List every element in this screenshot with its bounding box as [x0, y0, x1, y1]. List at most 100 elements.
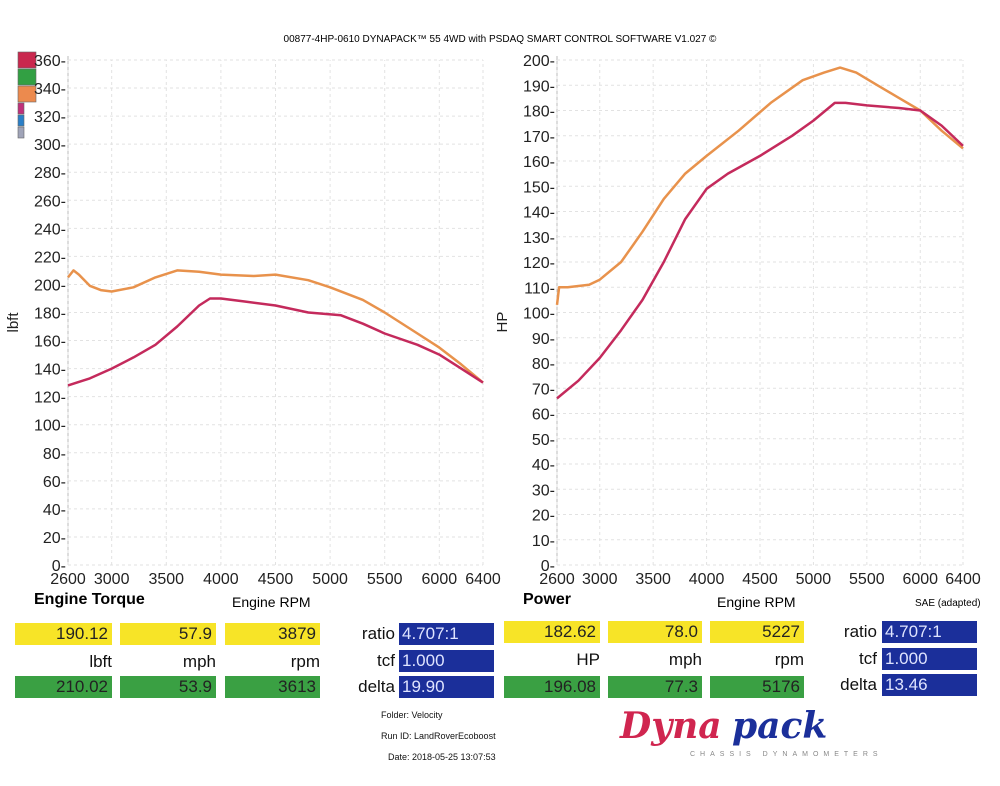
run-id-info: Run ID: LandRoverEcoboost: [381, 731, 496, 741]
folder-info: Folder: Velocity: [381, 710, 443, 720]
torque-tcf: 1.000: [399, 650, 494, 672]
y-tick-label: 140-: [34, 362, 66, 379]
power-delta-label: delta: [840, 675, 877, 694]
power-run2-rpm: 5176: [710, 676, 804, 698]
x-tick-label: 3000: [94, 571, 130, 588]
torque-run2-value: 210.02: [15, 676, 112, 698]
y-tick-label: 320-: [34, 109, 66, 126]
torque-delta-label: delta: [358, 677, 395, 696]
y-tick-label: 110-: [524, 280, 555, 297]
x-tick-label: 6000: [902, 571, 938, 588]
legend-swatch: [17, 114, 25, 127]
x-tick-label: 4000: [689, 571, 725, 588]
y-tick-label: 10-: [532, 533, 555, 550]
sae-note: SAE (adapted): [915, 598, 981, 609]
x-tick-label: 6400: [945, 571, 981, 588]
y-tick-label: 40-: [43, 502, 66, 519]
y-tick-label: 160-: [523, 154, 555, 171]
y-tick-label: 0-: [541, 558, 555, 575]
x-tick-label: 5500: [367, 571, 403, 588]
torque-unit: lbft: [89, 652, 112, 671]
y-tick-label: 60-: [532, 407, 555, 424]
y-tick-label: 260-: [34, 193, 66, 210]
power-ratio-label: ratio: [843, 622, 877, 641]
y-tick-label: 240-: [34, 221, 66, 238]
y-tick-label: 200-: [34, 277, 66, 294]
y-tick-label: 130-: [523, 230, 555, 247]
torque-ratio: 4.707:1: [399, 623, 494, 645]
x-tick-label: 6000: [422, 571, 458, 588]
y-tick-label: 180-: [34, 306, 66, 323]
y-tick-label: 190-: [523, 78, 555, 95]
power-rpm-label: Engine RPM: [717, 594, 796, 610]
y-tick-label: 150-: [523, 179, 555, 196]
y-tick-label: 300-: [34, 137, 66, 154]
y-tick-label: 200-: [523, 53, 555, 70]
y-tick-label: 360-: [34, 53, 66, 70]
x-tick-label: 2600: [539, 571, 575, 588]
power-rpm-unit: rpm: [774, 650, 804, 669]
power-mph-unit: mph: [668, 650, 702, 669]
power-run2-mph: 77.3: [608, 676, 702, 698]
x-tick-label: 2600: [50, 571, 86, 588]
date-info: Date: 2018-05-25 13:07:53: [388, 752, 496, 762]
y-tick-label: 30-: [532, 482, 555, 499]
y-tick-label: 170-: [523, 129, 555, 146]
y-tick-label: 340-: [34, 81, 66, 98]
power-title: Power: [523, 591, 572, 608]
x-tick-label: 5000: [796, 571, 832, 588]
x-tick-label: 3000: [582, 571, 618, 588]
torque-mph-unit: mph: [182, 652, 216, 671]
power-unit: HP: [576, 650, 600, 669]
y-tick-label: 100-: [34, 418, 66, 435]
power-run1-value: 182.62: [504, 621, 600, 643]
y-tick-label: 0-: [52, 558, 66, 575]
power-run1-mph: 78.0: [608, 621, 702, 643]
y-tick-label: 50-: [532, 432, 555, 449]
y-tick-label: 90-: [532, 331, 555, 348]
torque-ratio-label: ratio: [361, 624, 395, 643]
y-tick-label: 40-: [532, 457, 555, 474]
power-tcf-label: tcf: [859, 649, 877, 668]
run1-curve: [67, 297, 484, 387]
torque-run2-mph: 53.9: [120, 676, 216, 698]
run1-curve: [556, 101, 964, 400]
legend-swatch: [17, 102, 25, 115]
legend-swatch: [17, 68, 37, 86]
y-axis-label: lbft: [5, 312, 22, 333]
legend-swatch: [17, 126, 25, 139]
torque-run2-rpm: 3613: [225, 676, 320, 698]
y-tick-label: 80-: [532, 356, 555, 373]
power-delta: 13.46: [882, 674, 977, 696]
power-ratio: 4.707:1: [882, 621, 977, 643]
x-tick-label: 5500: [849, 571, 885, 588]
power-tcf: 1.000: [882, 648, 977, 670]
logo-tagline: CHASSIS DYNAMOMETERS: [690, 751, 883, 758]
logo-part1: Dyna: [620, 705, 722, 747]
y-tick-label: 120-: [34, 390, 66, 407]
y-tick-label: 120-: [523, 255, 555, 272]
torque-rpm-label: Engine RPM: [232, 594, 311, 610]
y-tick-label: 70-: [532, 381, 555, 398]
y-tick-label: 140-: [523, 205, 555, 222]
torque-tcf-label: tcf: [377, 651, 395, 670]
x-tick-label: 6400: [465, 571, 501, 588]
x-tick-label: 4500: [742, 571, 778, 588]
x-tick-label: 4000: [203, 571, 239, 588]
torque-run1-rpm: 3879: [225, 623, 320, 645]
y-tick-label: 280-: [34, 165, 66, 182]
torque-run1-mph: 57.9: [120, 623, 216, 645]
header-title: 00877-4HP-0610 DYNAPACK™ 55 4WD with PSD…: [283, 34, 717, 45]
y-tick-label: 220-: [34, 249, 66, 266]
y-tick-label: 160-: [34, 334, 66, 351]
y-tick-label: 60-: [43, 474, 66, 491]
y-tick-label: 20-: [43, 530, 66, 547]
torque-title: Engine Torque: [34, 591, 145, 608]
y-tick-label: 20-: [532, 508, 555, 525]
y-tick-label: 100-: [523, 306, 555, 323]
legend-swatch: [17, 51, 37, 69]
y-axis-label: HP: [494, 312, 511, 333]
torque-rpm-unit: rpm: [290, 652, 320, 671]
